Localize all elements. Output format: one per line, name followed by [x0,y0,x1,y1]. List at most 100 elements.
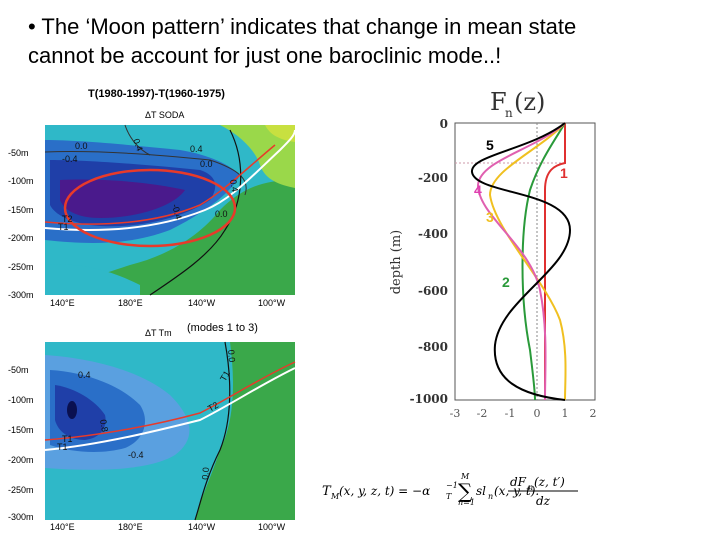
mode-profiles [471,122,572,401]
svg-text:-50m: -50m [8,148,29,158]
svg-text:-200: -200 [418,171,448,185]
svg-text:4: 4 [474,182,482,198]
svg-text:-0.4: -0.4 [128,450,144,460]
svg-text:0.0: 0.0 [75,141,88,151]
mode-number-labels: 5 1 4 3 2 [474,137,568,290]
svg-text:0: 0 [534,407,541,420]
mode-4-profile [476,122,566,401]
moon-pattern-highlight [63,168,237,248]
svg-text:(z): (z) [514,88,545,116]
modes-plot-title: F n (z) [490,88,545,120]
svg-text:2: 2 [502,274,510,290]
soda-contour-field [45,125,295,295]
tm-y-axis: -50m -100m -150m -200m -250m -300m [8,365,34,522]
svg-text:-150m: -150m [8,205,34,215]
svg-text:-1: -1 [505,407,516,420]
projection-equation: T M (x, y, z, t) = −α T −1 M n=1 ∑ sl n … [322,472,578,508]
mode-3-profile [488,122,567,401]
svg-text:140°E: 140°E [50,298,75,308]
svg-text:180°E: 180°E [118,522,143,532]
svg-text:T: T [446,492,452,501]
svg-text:-100m: -100m [8,395,34,405]
soda-contour-lines [44,124,296,296]
svg-text:n: n [528,483,533,492]
svg-text:T2: T2 [206,400,220,414]
svg-text:-200m: -200m [8,455,34,465]
svg-text:sl: sl [476,484,486,498]
svg-text:(x, y, z, t) = −α: (x, y, z, t) = −α [339,484,430,498]
svg-text:-3: -3 [450,407,461,420]
svg-text:2: 2 [590,407,597,420]
svg-text:1: 1 [560,165,568,181]
svg-text:0.4: 0.4 [131,137,145,152]
soda-contour-labels: 0.0 0.4 0.4 0.0 -0.4 0.4 0.0 -0.4 [62,137,240,220]
tm-x-axis: 140°E 180°E 140°W 100°W [50,522,286,532]
mode-5-profile [471,122,572,401]
svg-text:dF: dF [510,475,527,489]
svg-text:-0.4: -0.4 [62,154,78,164]
svg-text:0.0: 0.0 [226,349,237,362]
tm-line-label-t1b: T1 [62,434,73,444]
soda-x-axis: 140°E 180°E 140°W 100°W [50,298,286,308]
soda-line-label-t2: T2 [62,214,73,224]
svg-text:140°E: 140°E [50,522,75,532]
svg-text:-150m: -150m [8,425,34,435]
difference-period-label: T(1980-1997)-T(1960-1975) [88,88,225,100]
svg-text:M: M [460,472,470,481]
soda-section-panel: ΔT SODA 0.0 0.4 0.4 0.0 -0.4 0.4 0.0 -0.… [8,110,296,308]
svg-text:(z, t′): (z, t′) [534,475,565,489]
modes-caption: (modes 1 to 3) [187,322,258,334]
svg-text:dz: dz [536,494,551,508]
soda-y-axis: -50m -100m -150m -200m -250m -300m [8,148,34,300]
svg-text:5: 5 [486,137,494,153]
svg-text:180°E: 180°E [118,298,143,308]
svg-text:n: n [488,492,493,501]
svg-text:0.4: 0.4 [190,144,203,154]
tm-section-panel: ΔT Tm 0.4 0.8 -0.4 0.0 0.0 T1 T2 T1 T1 -… [8,328,296,532]
svg-text:n=1: n=1 [458,498,475,507]
slide-title: • The ‘Moon pattern’ indicates that chan… [28,14,577,68]
tm-contour-lines [44,341,296,521]
svg-text:-400: -400 [418,227,448,241]
svg-text:0.0: 0.0 [215,209,228,219]
modes-plot-x-ticks: -3 -2 -1 0 1 2 [450,407,597,420]
svg-text:-300m: -300m [8,512,34,522]
svg-text:0: 0 [440,117,448,131]
svg-text:3: 3 [486,209,494,225]
svg-text:-600: -600 [418,284,448,298]
svg-text:-200m: -200m [8,233,34,243]
svg-text:0.4: 0.4 [228,179,240,193]
svg-text:T: T [322,484,332,499]
soda-panel-title: ΔT SODA [145,110,184,120]
svg-text:M: M [330,492,340,501]
svg-text:-0.4: -0.4 [170,203,184,221]
mode-2-profile [521,122,566,401]
svg-text:100°W: 100°W [258,522,286,532]
svg-text:0.0: 0.0 [200,467,211,480]
svg-text:-300m: -300m [8,290,34,300]
tm-contour-labels: 0.4 0.8 -0.4 0.0 0.0 T1 T2 [78,349,237,480]
svg-text:-2: -2 [477,407,488,420]
svg-text:∑: ∑ [458,479,473,503]
vertical-modes-plot: F n (z) depth (m) 0 -200 -400 -600 -800 … [389,88,597,420]
modes-plot-frame [454,122,596,401]
svg-text:-250m: -250m [8,485,34,495]
svg-text:-50m: -50m [8,365,29,375]
svg-text:0.4: 0.4 [78,370,91,380]
svg-text:T1: T1 [218,369,232,383]
svg-text:-250m: -250m [8,262,34,272]
modes-plot-y-ticks: 0 -200 -400 -600 -800 -1000 [410,117,448,406]
svg-text:-800: -800 [418,340,448,354]
svg-text:100°W: 100°W [258,298,286,308]
tm-panel-title: ΔT Tm [145,328,172,338]
svg-text:140°W: 140°W [188,522,216,532]
modes-plot-ylabel: depth (m) [389,230,404,295]
svg-text:1: 1 [562,407,569,420]
svg-text:0.8: 0.8 [98,419,110,433]
soda-line-label-t1: T1 [58,222,69,232]
svg-text:0.0: 0.0 [200,159,213,169]
svg-text:-100m: -100m [8,176,34,186]
svg-text:-1000: -1000 [410,392,448,406]
svg-text:−1: −1 [446,481,458,490]
svg-text:140°W: 140°W [188,298,216,308]
